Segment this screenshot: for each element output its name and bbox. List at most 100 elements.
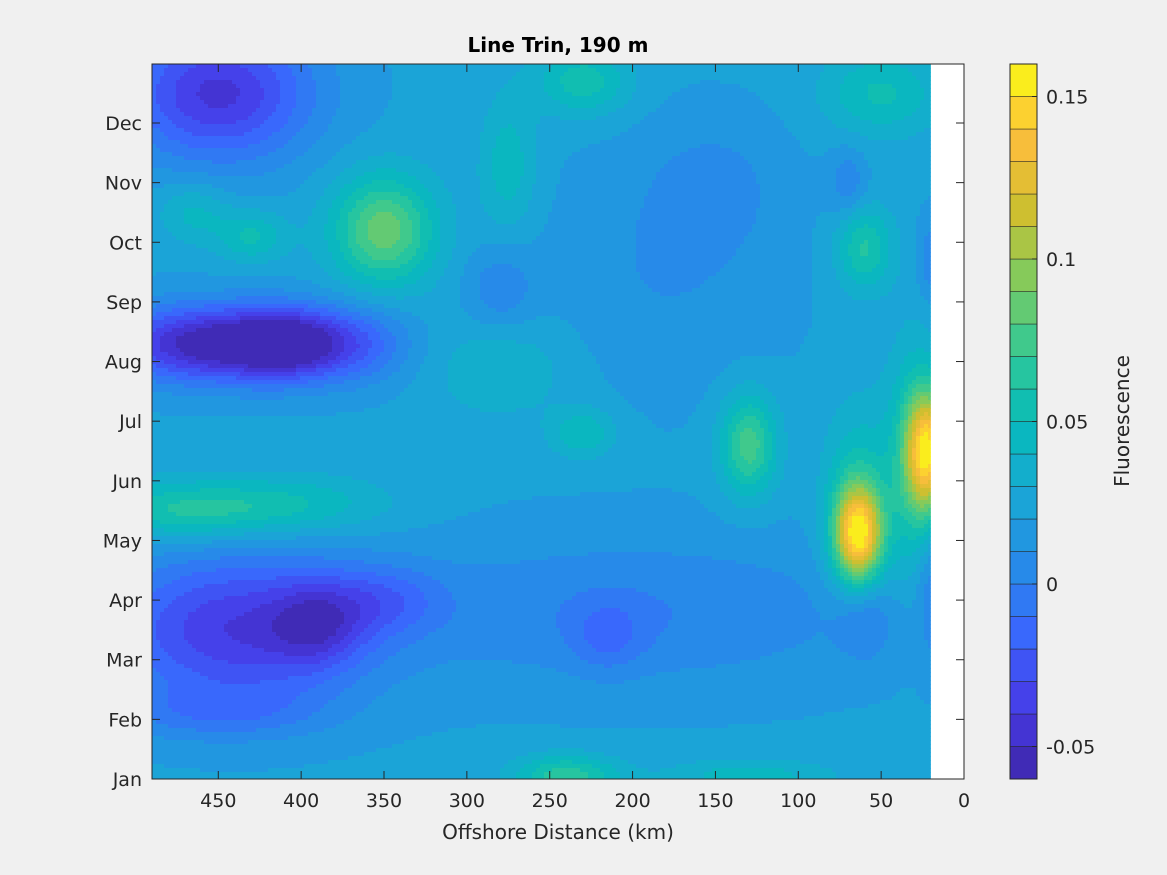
heatmap-cell [340,352,353,357]
heatmap-cell [152,480,197,485]
heatmap-cell [636,220,757,225]
heatmap-cell [928,548,931,553]
heatmap-cell [268,768,501,773]
heatmap-cell [448,372,553,377]
heatmap-cell [852,220,885,225]
heatmap-cell [824,508,829,513]
heatmap-cell [888,624,925,629]
heatmap-cell [204,548,373,553]
heatmap-cell [900,232,917,237]
heatmap-cell [404,296,461,301]
heatmap-cell [844,504,849,509]
heatmap-cell [740,448,757,453]
heatmap-cell [836,188,857,193]
heatmap-cell [912,496,917,501]
heatmap-cell [876,556,881,561]
heatmap-cell [848,72,913,77]
heatmap-cell [856,488,865,493]
heatmap-cell [908,536,917,541]
heatmap-cell [424,592,453,597]
heatmap-cell [816,492,825,497]
heatmap-cell [440,232,457,237]
heatmap-cell [152,576,181,581]
heatmap-cell [396,168,433,173]
heatmap-cell [152,172,209,177]
heatmap-cell [600,440,617,445]
heatmap-cell [816,564,825,569]
heatmap-cell [520,268,637,273]
heatmap-cell [164,492,289,497]
heatmap-cell [180,576,277,581]
colorbar-band [1009,193,1038,227]
heatmap-cell [756,452,765,457]
heatmap-cell [376,276,397,281]
heatmap-cell [480,192,501,197]
heatmap-cell [348,756,517,761]
heatmap-cell [824,152,865,157]
heatmap-cell [852,236,881,241]
heatmap-cell [536,136,613,141]
heatmap-cell [344,292,373,297]
heatmap-cell [384,108,489,113]
heatmap-cell [552,360,597,365]
heatmap-cell [820,540,825,545]
heatmap-cell [832,256,841,261]
heatmap-cell [316,96,341,101]
heatmap-cell [392,332,409,337]
heatmap-cell [896,448,901,453]
heatmap-cell [716,480,729,485]
heatmap-cell [372,256,397,261]
heatmap-cell [196,356,321,361]
heatmap-cell [876,500,881,505]
heatmap-cell [320,708,365,713]
heatmap-cell [448,260,469,265]
heatmap-cell [392,316,421,321]
heatmap-cell [816,84,841,89]
heatmap-cell [772,444,777,449]
heatmap-cell [600,408,637,413]
heatmap-cell [916,248,925,253]
heatmap-cell [516,408,545,413]
heatmap-cell [904,356,931,361]
heatmap-cell [872,528,877,533]
heatmap-cell [316,260,337,265]
heatmap-cell [848,472,869,477]
heatmap-cell [868,492,873,497]
heatmap-cell [288,676,333,681]
heatmap-cell [916,564,925,569]
heatmap-cell [904,488,909,493]
heatmap-cell [308,732,433,737]
heatmap-cell [324,232,337,237]
heatmap-cell [616,108,657,113]
heatmap-cell [824,632,889,637]
heatmap-cell [816,88,841,93]
heatmap-cell [152,672,161,677]
heatmap-cell [176,100,205,105]
heatmap-cell [428,268,445,273]
heatmap-cell [756,180,837,185]
heatmap-cell [328,600,357,605]
heatmap-cell [864,600,901,605]
heatmap-cell [788,448,825,453]
heatmap-cell [924,432,929,437]
heatmap-cell [844,580,853,585]
heatmap-cell [836,568,841,573]
heatmap-cell [832,456,845,461]
heatmap-cell [868,540,873,545]
heatmap-cell [844,264,853,269]
heatmap-cell [840,544,845,549]
heatmap-cell [736,460,749,465]
heatmap-cell [892,548,917,553]
heatmap-cell [152,140,181,145]
heatmap-cell [384,304,461,309]
heatmap-cell [572,648,597,653]
heatmap-cell [824,512,829,517]
heatmap-cell [728,260,813,265]
heatmap-cell [912,412,917,417]
heatmap-cell [904,464,909,469]
heatmap-cell [212,212,277,217]
heatmap-cell [812,316,931,321]
heatmap-cell [428,344,461,349]
heatmap-cell [352,652,369,657]
heatmap-cell [544,352,593,357]
